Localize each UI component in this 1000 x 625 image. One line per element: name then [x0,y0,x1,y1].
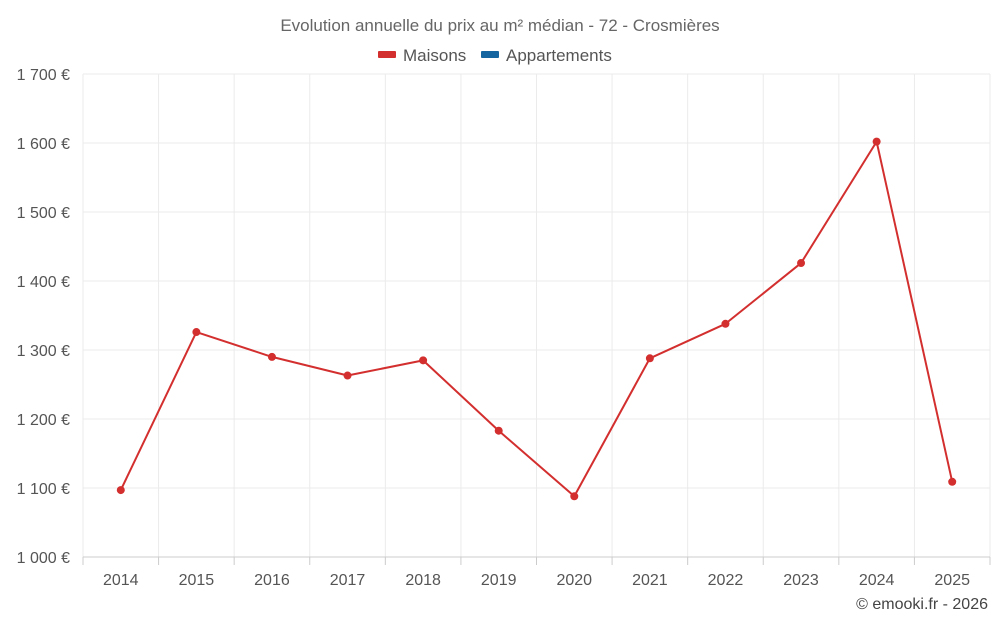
legend-swatch-maisons[interactable] [378,51,396,58]
data-point-2019[interactable] [494,426,503,435]
legend: Maisons Appartements [378,46,612,65]
y-tick-label: 1 700 € [17,67,70,84]
data-point-2014[interactable] [116,486,125,495]
data-point-2017[interactable] [343,371,352,380]
data-point-2016[interactable] [267,352,276,361]
x-tick-label: 2017 [330,572,366,589]
y-tick-label: 1 500 € [17,205,70,222]
data-point-2020[interactable] [570,492,579,501]
x-tick-label: 2020 [556,572,592,589]
x-tick-label: 2015 [179,572,215,589]
grid [82,73,991,558]
data-point-2025[interactable] [948,477,957,486]
series-line-maisons [119,140,954,498]
legend-swatch-appartements[interactable] [481,51,499,58]
y-tick-label: 1 200 € [17,412,70,429]
y-tick-label: 1 000 € [17,550,70,567]
series-area [116,137,957,501]
x-axis: 2014 2015 2016 2017 2018 2019 2020 2021 2022 2023… [82,556,991,589]
x-tick-label: 2023 [783,572,819,589]
x-tick-label: 2019 [481,572,517,589]
y-tick-label: 1 400 € [17,274,70,291]
x-tick-label: 2024 [859,572,895,589]
y-tick-label: 1 600 € [17,136,70,153]
data-point-2015[interactable] [192,328,201,337]
x-tick-label: 2016 [254,572,290,589]
data-point-2022[interactable] [721,319,730,328]
credit: © emooki.fr - 2026 [856,596,988,613]
data-point-2023[interactable] [797,259,806,268]
chart-title: Evolution annuelle du prix au m² médian … [280,16,719,35]
x-tick-label: 2021 [632,572,668,589]
y-tick-label: 1 100 € [17,481,70,498]
x-tick-label: 2022 [708,572,744,589]
data-point-2021[interactable] [645,354,654,363]
data-point-2024[interactable] [872,137,881,146]
x-tick-label: 2014 [103,572,139,589]
legend-label-maisons[interactable]: Maisons [403,46,466,65]
y-tick-label: 1 300 € [17,343,70,360]
data-point-2018[interactable] [419,356,428,365]
y-axis: 1 000 € 1 100 € 1 200 € 1 300 € 1 400 € 1 500… [17,67,70,567]
x-tick-label: 2025 [934,572,970,589]
legend-label-appartements[interactable]: Appartements [506,46,612,65]
x-tick-label: 2018 [405,572,441,589]
